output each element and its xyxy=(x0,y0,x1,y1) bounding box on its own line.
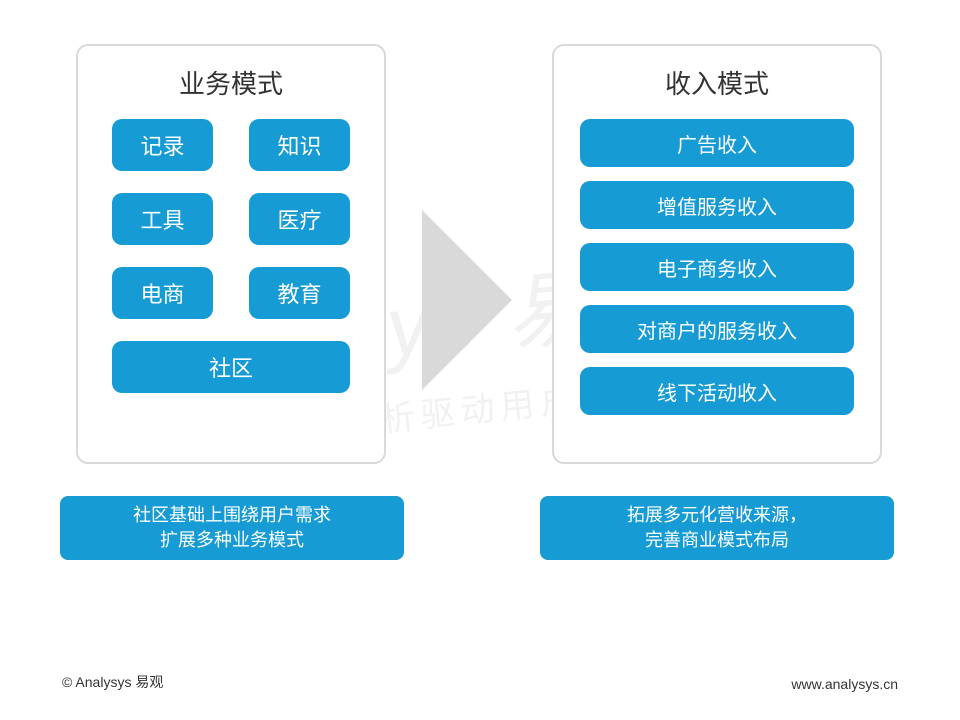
left-caption-line1: 社区基础上围绕用户需求 xyxy=(133,503,331,528)
pill-ad-revenue: 广告收入 xyxy=(580,119,854,167)
pill-ec-revenue: 电子商务收入 xyxy=(580,243,854,291)
business-model-grid: 记录 知识 工具 医疗 电商 教育 社区 xyxy=(78,119,384,393)
left-caption: 社区基础上围绕用户需求 扩展多种业务模式 xyxy=(60,496,404,560)
pill-vas-revenue: 增值服务收入 xyxy=(580,181,854,229)
pill-knowledge: 知识 xyxy=(249,119,350,171)
arrow-right-icon xyxy=(422,210,512,390)
pill-record: 记录 xyxy=(112,119,213,171)
business-model-title: 业务模式 xyxy=(78,64,384,101)
pill-community: 社区 xyxy=(112,341,350,393)
right-caption-line2: 完善商业模式布局 xyxy=(645,528,789,553)
revenue-model-title: 收入模式 xyxy=(554,64,880,101)
pill-offline-revenue: 线下活动收入 xyxy=(580,367,854,415)
pill-merchant-revenue: 对商户的服务收入 xyxy=(580,305,854,353)
diagram-canvas: Analysys 易观 实时分析驱动用户资产成长 业务模式 记录 知识 工具 医… xyxy=(0,0,960,720)
right-caption-line1: 拓展多元化营收来源， xyxy=(627,503,807,528)
left-caption-line2: 扩展多种业务模式 xyxy=(160,528,304,553)
pill-medical: 医疗 xyxy=(249,193,350,245)
footer-copyright: © Analysys 易观 xyxy=(62,672,163,692)
revenue-model-list: 广告收入 增值服务收入 电子商务收入 对商户的服务收入 线下活动收入 xyxy=(554,119,880,415)
pill-ecommerce: 电商 xyxy=(112,267,213,319)
right-caption: 拓展多元化营收来源， 完善商业模式布局 xyxy=(540,496,894,560)
business-model-panel: 业务模式 记录 知识 工具 医疗 电商 教育 社区 xyxy=(76,44,386,464)
revenue-model-panel: 收入模式 广告收入 增值服务收入 电子商务收入 对商户的服务收入 线下活动收入 xyxy=(552,44,882,464)
footer-url: www.analysys.cn xyxy=(791,676,898,692)
pill-education: 教育 xyxy=(249,267,350,319)
pill-tool: 工具 xyxy=(112,193,213,245)
